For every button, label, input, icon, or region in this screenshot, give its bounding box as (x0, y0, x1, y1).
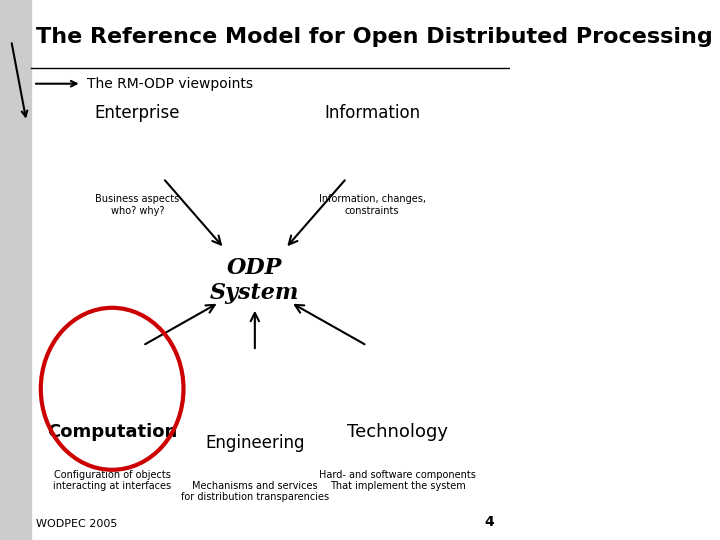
Text: Configuration of objects
interacting at interfaces: Configuration of objects interacting at … (53, 470, 171, 491)
Text: Business aspects
who? why?: Business aspects who? why? (96, 194, 180, 216)
Text: Computation: Computation (47, 423, 177, 441)
Text: Engineering: Engineering (205, 434, 305, 452)
Bar (0, 0, 30, 540)
Text: ODP
System: ODP System (210, 257, 300, 305)
Text: Information, changes,
constraints: Information, changes, constraints (318, 194, 426, 216)
Text: Enterprise: Enterprise (95, 104, 181, 123)
Text: Mechanisms and services
for distribution transparencies: Mechanisms and services for distribution… (181, 481, 329, 502)
Text: WODPEC 2005: WODPEC 2005 (36, 519, 117, 529)
Text: The RM-ODP viewpoints: The RM-ODP viewpoints (86, 77, 253, 91)
Text: 4: 4 (485, 515, 495, 529)
Text: Hard- and software components
That implement the system: Hard- and software components That imple… (319, 470, 476, 491)
Text: The Reference Model for Open Distributed Processing (III): The Reference Model for Open Distributed… (36, 27, 720, 47)
Text: Technology: Technology (347, 423, 448, 441)
Text: Information: Information (324, 104, 420, 123)
